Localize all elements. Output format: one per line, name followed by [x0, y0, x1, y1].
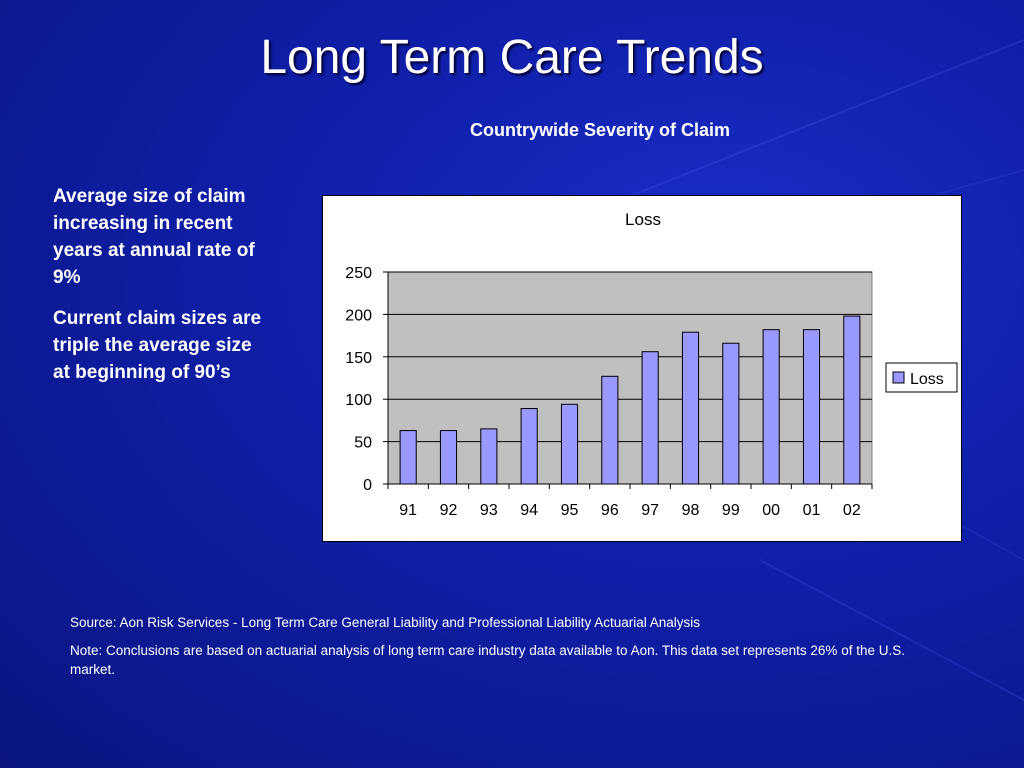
bar-chart: Loss 0 50 100 150 200 250 91 92 93 94 95 96 97 98 99 00 0…: [345, 210, 958, 519]
legend-label: Loss: [910, 371, 944, 388]
bar-92: [439, 430, 458, 485]
bar-93: [480, 428, 498, 485]
chart-panel: Loss 0 50 100 150 200 250 91 92 93 94 95 96 97 98 99 00 0…: [322, 195, 962, 542]
bullet-point-claim-increase: Average size of claim increasing in rece…: [53, 186, 255, 288]
bar-98: [681, 331, 700, 485]
x-tick-label: 00: [762, 502, 780, 519]
x-tick-label: 96: [601, 502, 619, 519]
bar-99: [722, 342, 740, 485]
bar-97: [641, 351, 659, 485]
x-tick-label: 92: [440, 502, 458, 519]
bar-94: [520, 408, 538, 485]
y-tick-label: 200: [345, 307, 372, 324]
plot-area: [387, 271, 873, 485]
bar-01: [802, 329, 821, 485]
chart-heading: Countrywide Severity of Claim: [469, 120, 731, 140]
legend-swatch: [892, 371, 905, 384]
bar-95: [560, 403, 579, 485]
bar-91: [399, 430, 417, 485]
x-tick-label: 95: [561, 502, 579, 519]
bar-02: [843, 315, 861, 485]
y-tick-label: 150: [345, 350, 372, 367]
y-tick-label: 250: [345, 265, 372, 282]
bullet-point-claim-triple: Current claim sizes are triple the avera…: [53, 308, 262, 383]
x-tick-label: 01: [803, 502, 821, 519]
x-tick-label: 98: [682, 502, 700, 519]
chart-title: Loss: [625, 210, 661, 229]
x-tick-label: 94: [520, 502, 538, 519]
slide-title: Long Term Care Trends: [260, 31, 764, 84]
conclusion-note: Note: Conclusions are based on actuarial…: [70, 643, 905, 677]
y-tick-label: 0: [363, 477, 372, 494]
bar-96: [601, 375, 619, 485]
source-note: Source: Aon Risk Services - Long Term Ca…: [70, 615, 701, 630]
y-tick-label: 50: [354, 435, 372, 452]
x-tick-label: 02: [843, 502, 861, 519]
x-tick-label: 99: [722, 502, 740, 519]
bar-00: [762, 329, 780, 485]
y-tick-label: 100: [345, 392, 372, 409]
x-tick-label: 93: [480, 502, 498, 519]
x-tick-label: 97: [641, 502, 659, 519]
x-tick-label: 91: [399, 502, 417, 519]
